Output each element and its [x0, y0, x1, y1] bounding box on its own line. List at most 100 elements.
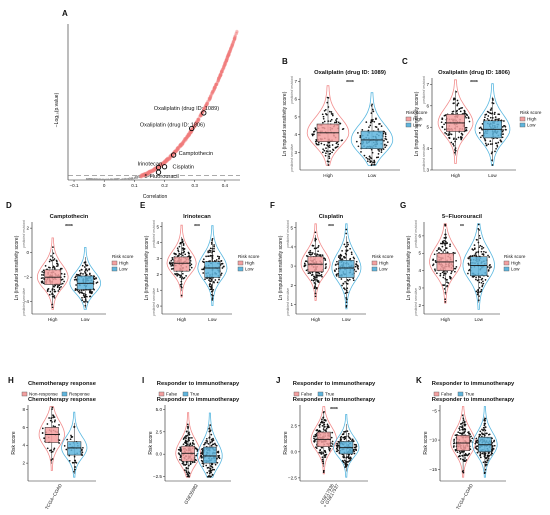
scatter-point — [177, 146, 181, 150]
data-point — [480, 281, 483, 284]
scatter-point — [210, 91, 214, 96]
scatter-point — [143, 173, 147, 178]
data-point — [372, 118, 374, 121]
scatter-point — [220, 67, 225, 71]
data-point — [455, 90, 458, 93]
scatter-point — [226, 54, 230, 58]
scatter-point — [224, 59, 228, 63]
legend-swatch-false — [21, 391, 28, 397]
scatter-point — [188, 132, 192, 136]
scatter-point — [188, 131, 193, 135]
data-point — [457, 431, 460, 434]
scatter-point — [211, 89, 215, 94]
legend-swatch-high — [519, 116, 526, 122]
scatter-point — [232, 37, 236, 41]
data-point — [449, 275, 451, 278]
data-point — [340, 435, 343, 438]
scatter-point — [149, 168, 154, 173]
scatter-point — [214, 82, 218, 87]
scatter-point — [219, 70, 223, 74]
data-point — [337, 143, 340, 146]
data-point — [331, 445, 333, 448]
scatter-point — [176, 146, 180, 150]
data-point — [481, 428, 483, 431]
data-point — [48, 417, 50, 419]
panel-letter-i: I — [142, 376, 144, 385]
data-point — [342, 256, 345, 258]
data-point — [328, 449, 331, 452]
scatter-point — [187, 134, 191, 138]
scatter-point — [196, 119, 200, 123]
data-point — [207, 443, 210, 445]
data-point — [61, 282, 64, 285]
scatter-point — [175, 146, 180, 150]
scatter-point — [199, 113, 204, 117]
panel-a-plot: −0.1 0 0.1 0.2 0.3 0.4 Oxaliplatin (drug ID: 1… — [67, 24, 240, 188]
data-point — [452, 138, 455, 141]
highlighted-drug-marker — [201, 110, 207, 116]
data-point — [479, 276, 482, 278]
scatter-point — [131, 178, 133, 180]
scatter-point — [186, 133, 190, 137]
scatter-point — [226, 53, 231, 57]
data-point — [436, 249, 438, 252]
data-point — [211, 466, 214, 469]
data-point — [323, 426, 325, 428]
y-tick-label: 7 — [294, 79, 297, 84]
scatter-point — [99, 179, 101, 181]
scatter-point — [161, 161, 165, 165]
data-point — [318, 254, 321, 256]
data-point — [89, 290, 91, 293]
data-point — [343, 287, 345, 289]
data-point — [450, 270, 453, 273]
scatter-point — [214, 82, 218, 86]
legend-label: True — [465, 392, 475, 397]
data-point — [188, 472, 191, 475]
y-tick-label: 5 — [156, 224, 159, 229]
data-point — [475, 437, 478, 440]
scatter-point — [222, 64, 227, 68]
side-label-sensitive: predicted sensitive — [290, 144, 294, 173]
data-point — [325, 147, 327, 149]
significance-label: *** — [328, 224, 334, 230]
scatter-point — [126, 179, 128, 181]
data-point — [334, 147, 337, 149]
data-point — [497, 113, 500, 116]
panel-title: 5−Fluorouracil — [442, 214, 482, 220]
scatter-point — [190, 127, 194, 131]
scatter-point — [139, 176, 141, 178]
data-point — [385, 138, 388, 141]
scatter-point — [220, 69, 224, 73]
data-point — [201, 462, 204, 465]
data-point — [315, 139, 318, 141]
y-tick-label: 6 — [22, 425, 25, 430]
scatter-point — [126, 178, 128, 180]
scatter-point — [96, 179, 98, 181]
scatter-point — [153, 166, 157, 170]
scatter-point — [218, 74, 222, 78]
panel-a-xlabel: Correlation — [143, 194, 168, 200]
data-point — [486, 110, 489, 113]
scatter-point — [147, 170, 151, 174]
data-point — [210, 280, 212, 282]
data-point — [347, 243, 349, 246]
scatter-point — [174, 148, 178, 152]
scatter-point — [188, 131, 192, 135]
x-category-label: High — [48, 317, 58, 322]
data-point — [185, 470, 188, 472]
data-point — [360, 151, 362, 153]
data-point — [326, 423, 329, 426]
data-point — [81, 299, 84, 301]
data-point — [83, 296, 86, 299]
scatter-point — [229, 46, 233, 50]
data-point — [493, 113, 496, 116]
data-point — [213, 250, 216, 253]
scatter-point — [213, 84, 217, 88]
scatter-point — [168, 155, 172, 160]
scatter-point — [152, 169, 156, 173]
data-point — [52, 246, 54, 248]
data-point — [314, 237, 317, 240]
data-point — [324, 451, 327, 454]
data-point — [473, 254, 476, 257]
panel-title: Responder to immunotherapy — [432, 397, 515, 403]
